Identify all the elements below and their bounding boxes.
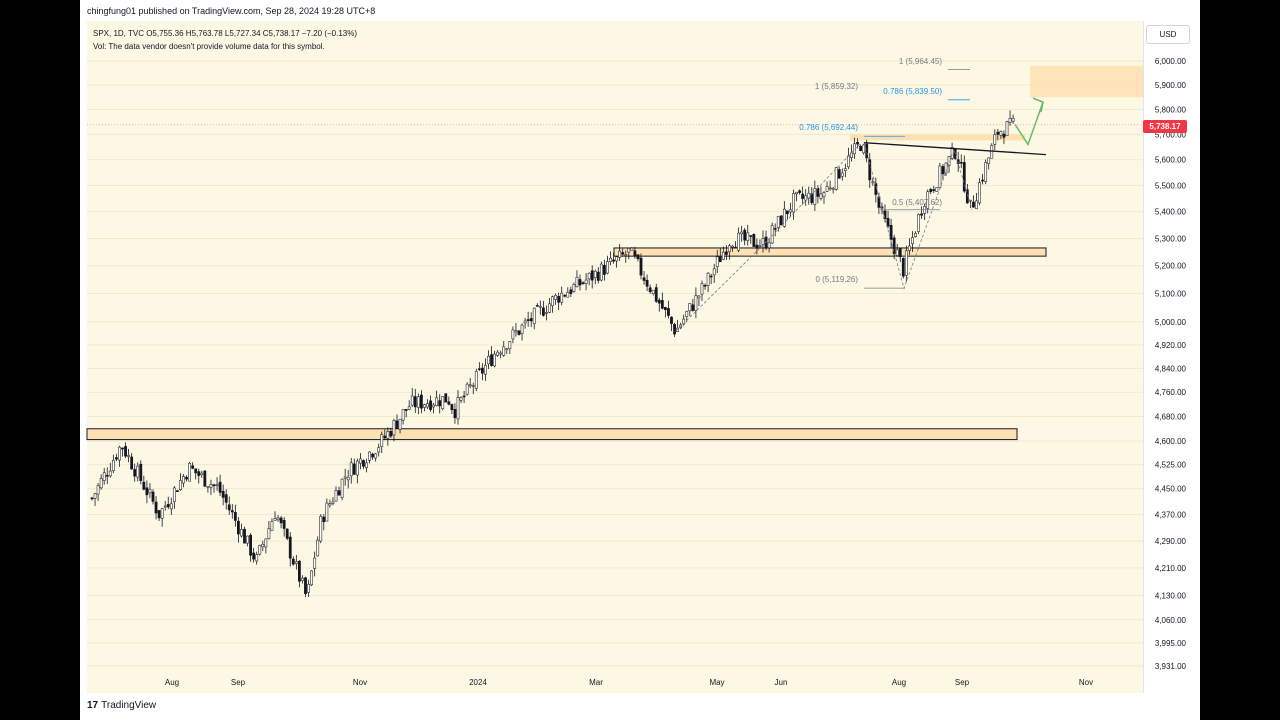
symbol-legend: SPX, 1D, TVC O5,755.36 H5,763.78 L5,727.… [93, 27, 357, 53]
currency-button[interactable]: USD [1146, 25, 1190, 44]
legend-ohlc: SPX, 1D, TVC O5,755.36 H5,763.78 L5,727.… [93, 29, 358, 38]
chart-pane[interactable] [87, 21, 1143, 693]
publish-info: chingfung01 published on TradingView.com… [87, 6, 376, 16]
brand-name: TradingView [101, 700, 157, 711]
tradingview-footer[interactable]: 17 TradingView [87, 700, 156, 711]
legend-volume-note: Vol: The data vendor doesn't provide vol… [93, 42, 325, 51]
tradingview-logo-icon: 17 [87, 700, 99, 711]
last-price-label: 5,738.17 [1143, 120, 1187, 133]
price-scale[interactable] [1143, 21, 1194, 693]
